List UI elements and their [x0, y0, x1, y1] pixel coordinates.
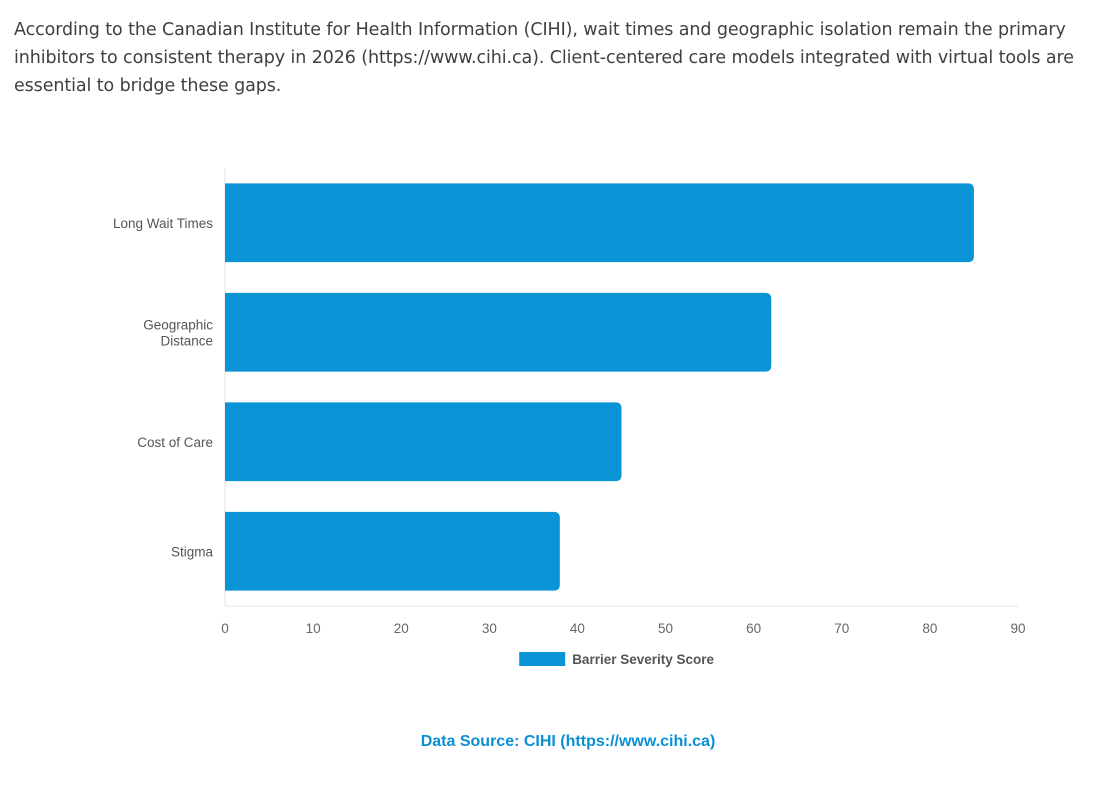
chart-container: Long Wait Times Geographic Distance Cost of… [0, 150, 1104, 680]
x-tick-label: 70 [834, 621, 849, 636]
bar-1 [225, 292, 772, 372]
x-tick-label: 90 [1010, 621, 1025, 636]
category-label: Cost of Care [137, 435, 213, 450]
bar-3 [225, 511, 560, 591]
x-tick-label: 40 [570, 621, 585, 636]
x-tick-label: 50 [658, 621, 673, 636]
legend-swatch [519, 652, 566, 666]
category-label: Geographic [143, 317, 213, 332]
category-label: Stigma [171, 544, 214, 559]
intro-paragraph: According to the Canadian Institute for … [14, 20, 1074, 96]
x-tick-label: 20 [394, 621, 409, 636]
x-tick-label: 30 [482, 621, 497, 636]
x-tick-label: 10 [306, 621, 321, 636]
x-tick-label: 80 [922, 621, 937, 636]
legend-label: Barrier Severity Score [572, 652, 714, 667]
x-tick-label: 0 [221, 621, 229, 636]
x-tick-label: 60 [746, 621, 761, 636]
data-source-label: Data Source: CIHI (https://www.cihi.ca) [420, 733, 716, 750]
category-label: Distance [160, 333, 213, 348]
category-label: Long Wait Times [113, 216, 213, 231]
bar-2 [225, 402, 622, 482]
bar-0 [225, 183, 974, 263]
